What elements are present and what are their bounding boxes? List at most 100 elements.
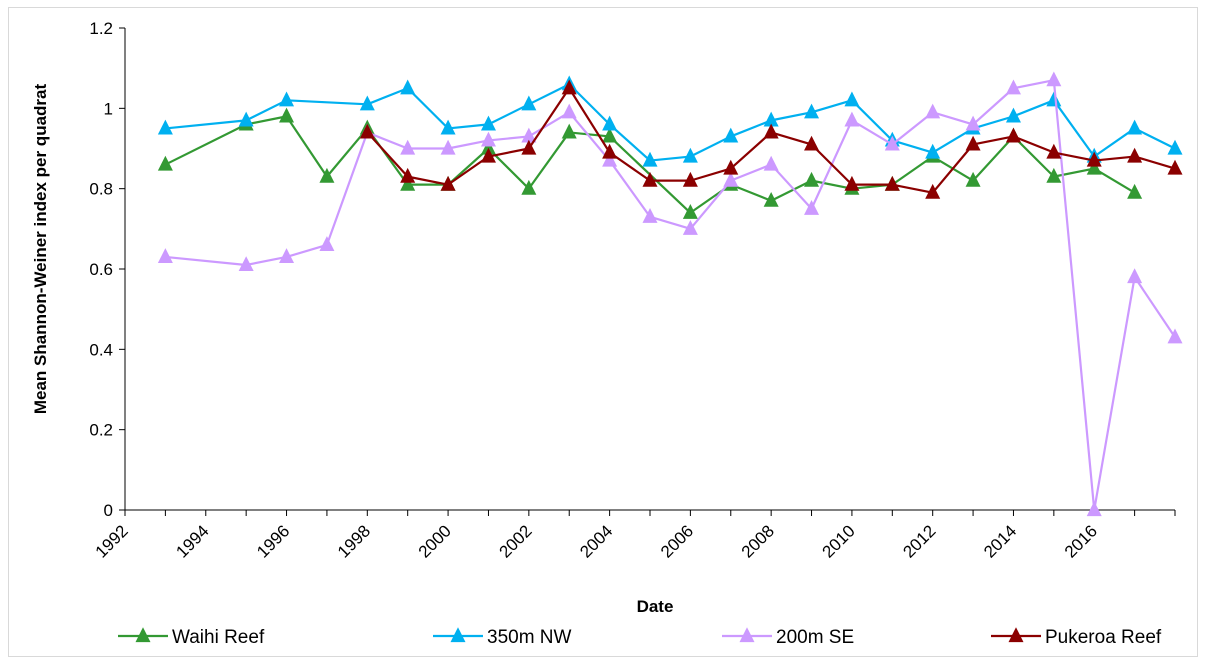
data-point [400,139,416,155]
data-point [521,127,537,143]
chart-frame [8,7,1198,657]
data-point [1005,79,1021,95]
y-tick-label: 1 [104,99,113,118]
x-tick-label: 1998 [334,521,374,561]
y-axis: 0 0.2 0.4 0.6 0.8 1 1.2 [89,19,126,520]
data-point [1086,151,1102,167]
x-tick-label: 2014 [980,521,1020,561]
legend-label: Pukeroa Reef [1045,627,1162,648]
x-tick-label: 2000 [415,521,455,561]
y-axis-title: Mean Shannon-Weiner index per quadrat [31,84,50,415]
data-point [238,111,254,127]
data-point [602,127,618,143]
data-point [319,167,335,183]
data-point [400,175,416,191]
data-point [925,103,941,119]
data-point [521,95,537,111]
x-tick-label: 1996 [253,521,293,561]
series-200m-se [157,71,1183,517]
data-point [400,167,416,183]
data-point [1127,268,1143,284]
data-point [359,123,375,139]
data-point [480,115,496,131]
data-point [723,127,739,143]
data-point [1167,159,1183,175]
data-point [844,91,860,107]
legend: Waihi Reef 350m NW 200m SE Pukeroa Reef [118,627,1162,648]
data-point [1005,107,1021,123]
data-point [642,208,658,223]
legend-item: 200m SE [722,627,854,648]
data-point [440,139,456,155]
series-pukeroa-reef [359,79,1183,199]
data-point [521,179,537,195]
data-point [602,115,618,131]
data-point [1046,91,1062,107]
data-point [157,248,173,264]
data-point [1127,147,1143,163]
x-tick-label: 2016 [1061,521,1101,561]
series-line [165,79,1176,512]
data-point [642,151,658,167]
data-point [965,135,981,151]
data-point [1086,501,1102,517]
x-axis: 1992 1994 1996 1998 2000 2002 2004 2006 2008 2010… [92,509,1176,562]
data-point [1046,143,1062,159]
legend-marker [135,627,151,643]
data-point [804,199,820,215]
data-point [561,79,577,95]
legend-marker [739,627,755,643]
data-point [440,175,456,191]
data-point [440,119,456,135]
x-tick-label: 2006 [657,521,697,561]
data-point [480,147,496,163]
legend-label: Waihi Reef [172,627,265,648]
y-tick-label: 0 [104,501,113,520]
y-tick-label: 0.6 [89,260,113,279]
data-point [480,131,496,147]
x-tick-label: 2004 [576,521,616,561]
data-point [1005,127,1021,143]
data-point [480,139,496,155]
series-layer [157,71,1183,517]
legend-marker [450,627,466,643]
data-point [965,115,981,131]
data-point [1167,139,1183,155]
data-point [642,171,658,187]
data-point [279,248,295,264]
data-point [1127,183,1143,199]
data-point [279,91,295,107]
data-point [561,103,577,119]
data-point [1086,159,1102,175]
x-axis-title: Date [637,597,674,616]
legend-label: 200m SE [776,627,854,648]
data-point [682,171,698,187]
data-point [682,147,698,163]
data-point [763,111,779,127]
data-point [844,175,860,191]
legend-marker [1008,627,1024,643]
data-point [763,123,779,139]
legend-item: Waihi Reef [118,627,265,648]
data-point [682,220,698,235]
data-point [400,79,416,95]
data-point [925,143,941,159]
data-point [763,155,779,171]
data-point [763,191,779,207]
data-point [1046,71,1062,87]
x-tick-label: 2010 [819,521,859,561]
data-point [157,119,173,135]
data-point [804,171,820,187]
data-point [359,95,375,111]
data-point [561,123,577,139]
data-point [238,256,254,272]
data-point [1127,119,1143,135]
x-tick-label: 1994 [172,521,212,561]
x-tick-label: 2008 [738,521,778,561]
legend-label: 350m NW [487,627,572,648]
data-point [602,143,618,159]
data-point [319,236,335,251]
data-point [925,183,941,199]
data-point [279,107,295,123]
